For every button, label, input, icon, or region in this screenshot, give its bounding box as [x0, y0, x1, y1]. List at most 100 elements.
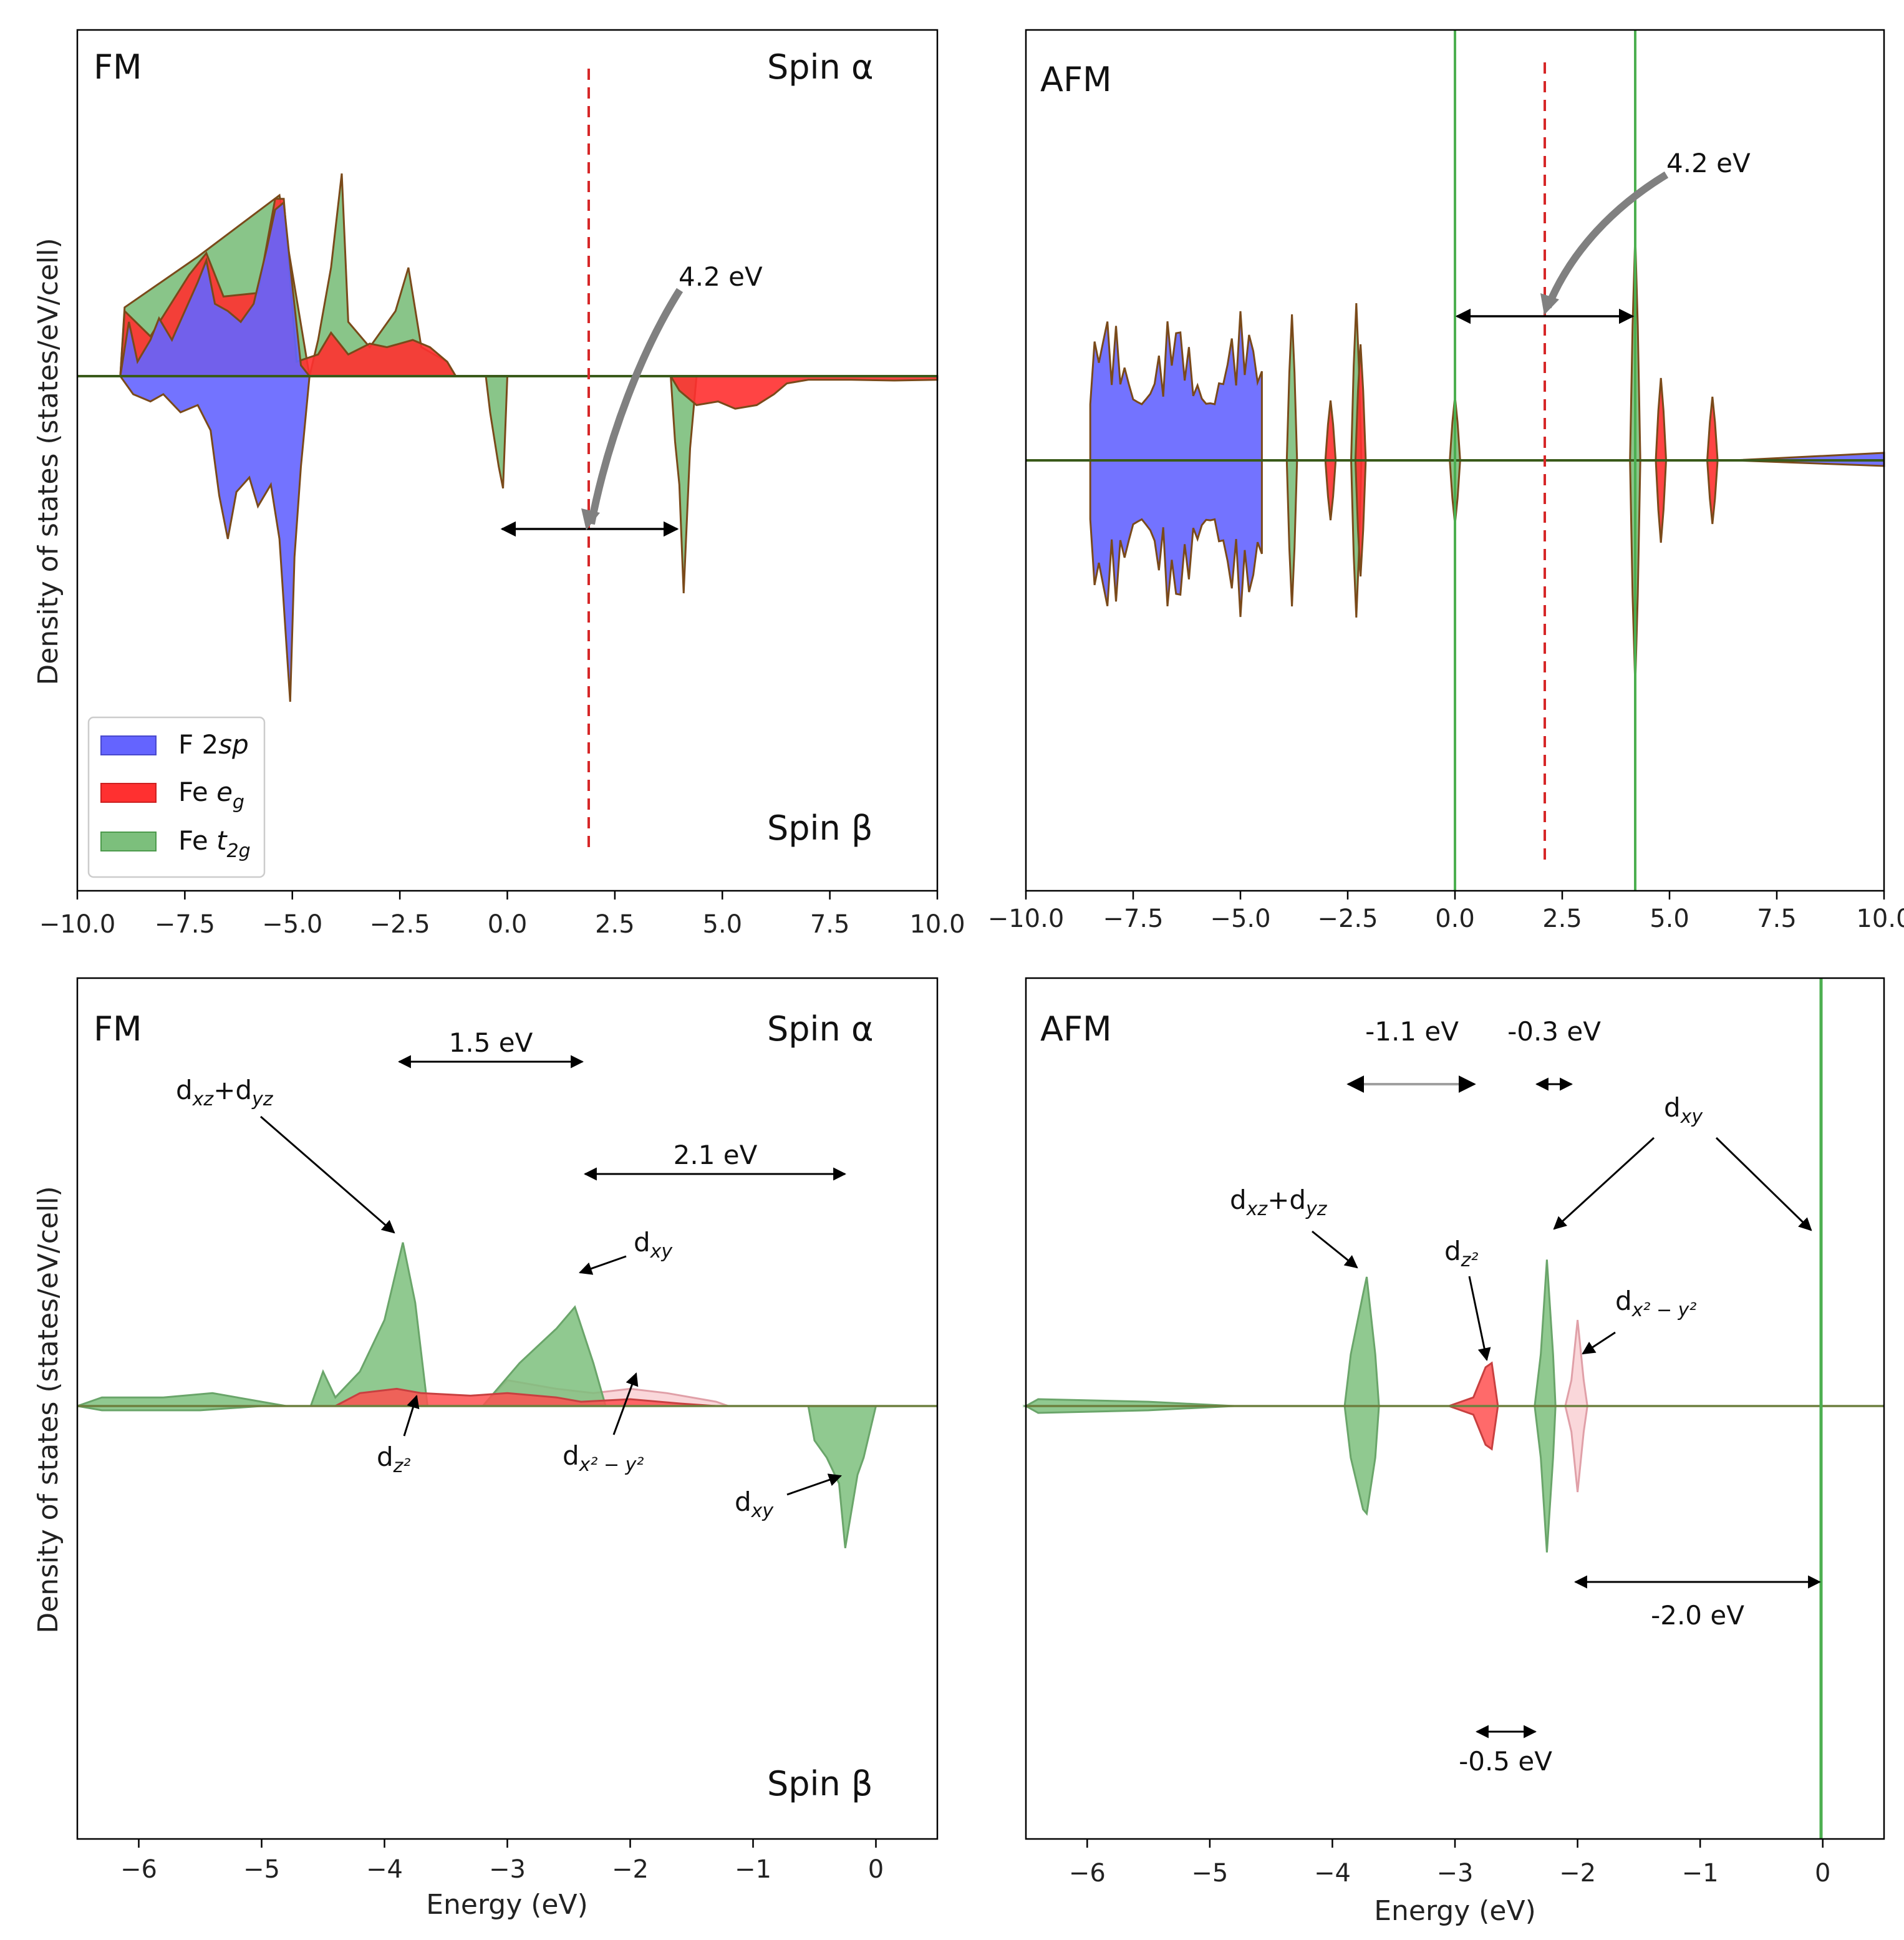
p4-label-0p3: -0.3 eV — [1507, 1016, 1601, 1047]
p3-label-1p5: 1.5 eV — [449, 1027, 533, 1058]
p1-xtick-label: −10.0 — [39, 910, 116, 939]
p3-series-layer — [77, 1242, 877, 1548]
p2-peak-eg-3-down — [1655, 459, 1668, 543]
p4-xtick-label: −2 — [1559, 1859, 1596, 1888]
p3-pointer-dx2y2 — [612, 1372, 639, 1435]
p3-area-dz2 — [335, 1387, 717, 1407]
p4-pointer-dz2 — [1468, 1276, 1491, 1362]
p4-label-1p1: -1.1 eV — [1365, 1016, 1459, 1047]
p2-xtick-label: −2.5 — [1317, 905, 1378, 933]
p1-curved-pointer-head — [581, 508, 600, 530]
p4-pointer-dx2y2 — [1582, 1331, 1616, 1355]
p3-xtick-label: 0 — [868, 1855, 884, 1884]
legend-label-fet2g: Fe t2g — [178, 825, 251, 862]
p1-xtick-label: 5.0 — [702, 910, 742, 939]
legend-label-feeg: Fe eg — [178, 777, 244, 813]
legend-label-f2sp: F 2sp — [178, 729, 249, 760]
p4-xlabel: Energy (eV) — [1374, 1895, 1536, 1927]
p1-xtick-label: 10.0 — [909, 910, 965, 939]
p4-label-2p0: -2.0 eV — [1651, 1600, 1744, 1631]
p4-area-dx2y2-down — [1564, 1405, 1589, 1493]
panel-afm-bottom: -1.1 eV -0.3 eV -2.0 eV -0.5 eV dxz+dyz … — [1022, 977, 1885, 1927]
p4-ticks: −6 −5 −4 −3 −2 −1 0 — [1069, 1839, 1830, 1888]
p1-xtick-label: 0.0 — [488, 910, 528, 939]
p3-pointer-dz2 — [403, 1394, 420, 1437]
p1-spin-beta-label: Spin β — [767, 808, 872, 848]
p1-curved-pointer — [587, 288, 684, 525]
p4-xtick-label: −1 — [1682, 1859, 1719, 1888]
p2-corner-label: AFM — [1040, 60, 1112, 99]
p2-peak-t2g-1-down — [1285, 459, 1298, 607]
p1-xtick-label: −2.5 — [370, 910, 430, 939]
p1-ylabel: Density of states (states/eV/cell) — [32, 238, 64, 685]
p4-xtick-label: −3 — [1437, 1859, 1474, 1888]
p1-spin-alpha-label: Spin α — [767, 47, 874, 87]
p3-corner-label: FM — [94, 1009, 142, 1049]
p1-ticks: −10.0 −7.5 −5.0 −2.5 0.0 2.5 5.0 7.5 10.0 — [39, 891, 965, 939]
p3-xtick-label: −4 — [366, 1855, 403, 1884]
p2-area-f2sp-down — [1089, 459, 1263, 618]
p3-xtick-label: −6 — [120, 1855, 157, 1884]
p4-area-dxz-down — [1343, 1405, 1380, 1516]
p4-xtick-label: 0 — [1815, 1859, 1830, 1888]
p2-peak-eg-4-up — [1706, 396, 1719, 462]
p1-series-layer — [118, 173, 939, 702]
p1-area-fe-eg-down — [669, 375, 939, 410]
p1-gap-label: 4.2 eV — [679, 261, 763, 292]
p3-xtick-label: −2 — [612, 1855, 649, 1884]
panel-fm-bottom: 1.5 eV 2.1 eV dxz+dyz dxy dz² dx² − y² d… — [32, 977, 939, 1921]
p3-ticks: −6 −5 −4 −3 −2 −1 0 — [120, 1839, 884, 1884]
p3-ylabel: Density of states (states/eV/cell) — [32, 1186, 64, 1633]
p2-xtick-label: 10.0 — [1856, 905, 1904, 933]
p1-xtick-label: −5.0 — [262, 910, 322, 939]
legend-swatch-f2sp — [100, 735, 157, 755]
p1-corner-label: FM — [94, 47, 142, 87]
p3-pointer-dxy-down — [786, 1473, 842, 1496]
p4-corner-label: AFM — [1040, 1009, 1112, 1049]
p2-peak-eg-1-down — [1324, 459, 1337, 521]
p4-pointer-dxz-dyz — [1312, 1230, 1358, 1269]
p2-curved-pointer — [1544, 171, 1669, 309]
p3-pointer-dxy-up — [579, 1255, 627, 1275]
p2-ticks: −10.0 −7.5 −5.0 −2.5 0.0 2.5 5.0 7.5 10.0 — [988, 891, 1904, 933]
p1-xtick-label: 2.5 — [595, 910, 635, 939]
panel-afm-top: 4.2 eV AFM −10.0 −7.5 −5.0 −2.5 0.0 2.5 5.0 7.5… — [988, 29, 1904, 933]
p2-peak-t2g-1-up — [1285, 314, 1298, 462]
p4-pointer-dxy-right — [1715, 1137, 1812, 1231]
p3-label-dxy-up: dxy — [634, 1227, 673, 1263]
p3-xtick-label: −1 — [735, 1855, 771, 1884]
p4-pointer-dxy-left — [1553, 1137, 1655, 1230]
p4-area-dz2-down — [1448, 1405, 1499, 1451]
p1-area-fe-t2g-down — [485, 375, 698, 594]
p1-xtick-label: −7.5 — [155, 910, 215, 939]
p3-xtick-label: −5 — [243, 1855, 280, 1884]
p2-xtick-label: 2.5 — [1542, 905, 1582, 933]
p4-xtick-label: −6 — [1069, 1859, 1106, 1888]
p4-xtick-label: −5 — [1191, 1859, 1228, 1888]
p4-area-dx2y2-up — [1564, 1319, 1589, 1407]
p1-legend: F 2sp Fe eg Fe t2g — [87, 716, 266, 878]
p3-xlabel: Energy (eV) — [426, 1889, 588, 1921]
p2-area-f2sp-up — [1089, 311, 1263, 462]
p3-label-2p1: 2.1 eV — [674, 1140, 758, 1170]
p3-pointer-dxz-dyz — [260, 1115, 395, 1234]
p4-area-dxy-down — [1534, 1405, 1557, 1553]
p1-area-f-2sp-down — [118, 375, 311, 702]
p2-curved-pointer-head — [1540, 293, 1559, 315]
p2-xtick-label: 0.0 — [1435, 905, 1475, 933]
p4-label-dxz-dyz: dxz+dyz — [1230, 1185, 1328, 1220]
p3-area-low-up — [77, 1392, 287, 1407]
p2-xtick-label: 5.0 — [1650, 905, 1689, 933]
p4-label-dx2y2: dx² − y² — [1615, 1286, 1696, 1321]
p4-xtick-label: −4 — [1314, 1859, 1351, 1888]
p2-xtick-label: 7.5 — [1757, 905, 1797, 933]
p1-area-f-2sp-up — [119, 200, 311, 377]
p2-gap-label: 4.2 eV — [1666, 148, 1751, 178]
p3-label-dxz-dyz: dxz+dyz — [176, 1075, 274, 1110]
p3-spin-alpha-label: Spin α — [767, 1009, 874, 1049]
p2-peak-eg-3-up — [1655, 377, 1668, 462]
p4-area-dz2-up — [1448, 1361, 1499, 1407]
p1-xtick-label: 7.5 — [810, 910, 850, 939]
legend-swatch-fet2g — [100, 832, 157, 851]
p4-label-dxy: dxy — [1664, 1092, 1703, 1128]
